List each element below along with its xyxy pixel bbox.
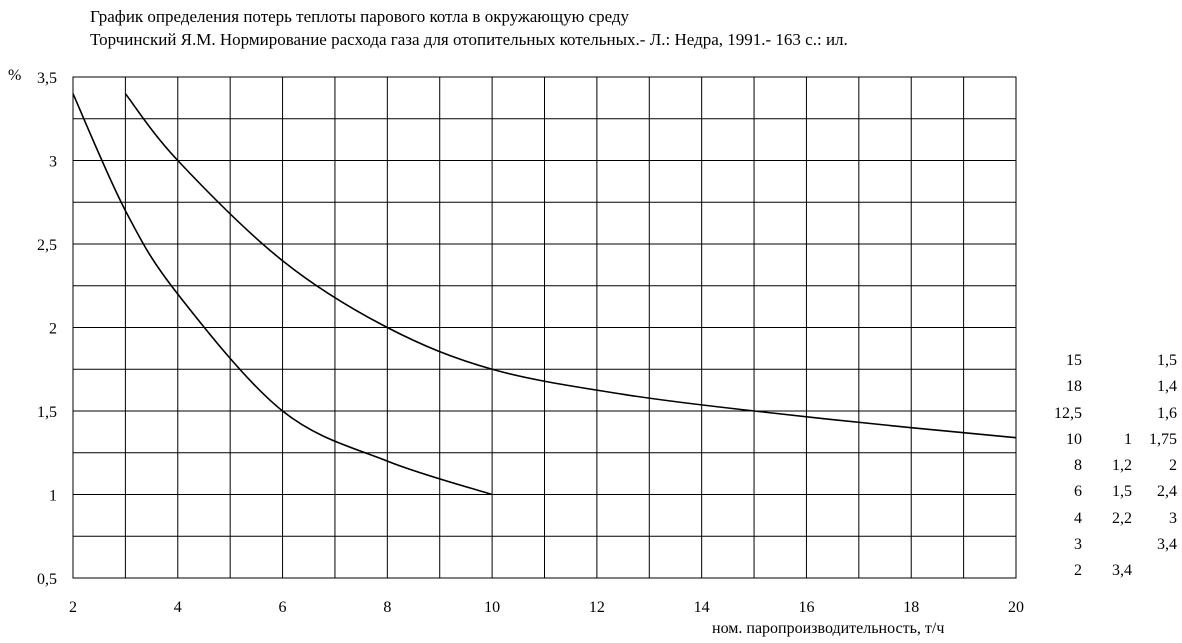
side-table-cell: 1: [1124, 430, 1132, 448]
side-table-row: 18 1,4: [1030, 378, 1180, 404]
side-table-cell: 2: [1074, 562, 1082, 580]
series-line-1: [72, 93, 493, 496]
grid-lines: [72, 76, 1017, 579]
x-tick-label: 16: [798, 599, 814, 616]
side-table-cell: 1,75: [1149, 430, 1177, 448]
side-table-cell: 1,5: [1157, 352, 1177, 369]
y-tick-label: 3,5: [37, 70, 57, 87]
x-tick-label: 14: [694, 599, 710, 616]
chart-title: График определения потерь теплоты парово…: [90, 7, 630, 26]
y-tick-labels: 0,5 1 1,5 2 2,5 3 3,5: [37, 70, 57, 588]
x-tick-label: 20: [1008, 599, 1024, 616]
side-table-cell: 3,4: [1112, 562, 1132, 580]
x-tick-label: 8: [383, 599, 391, 616]
y-tick-label: 2,5: [37, 237, 57, 254]
x-tick-label: 12: [589, 599, 605, 616]
side-table-cell: 4: [1074, 509, 1082, 527]
side-table-row: 3 3,4: [1030, 536, 1180, 562]
side-table-row: 2 3,4: [1030, 562, 1180, 588]
series-lines: [72, 93, 1017, 496]
side-table-cell: 1,6: [1157, 404, 1177, 422]
side-table-cell: 1,4: [1157, 378, 1177, 396]
side-table-cell: 1,2: [1112, 457, 1132, 475]
side-table-cell: 3,4: [1157, 536, 1177, 554]
x-axis-label: ном. паропроизводительность, т/ч: [712, 620, 944, 637]
side-table-cell: 3: [1074, 536, 1082, 554]
side-table-cell: 10: [1066, 430, 1082, 448]
side-table-cell: 2,2: [1112, 509, 1132, 527]
x-tick-labels: 2 4 6 8 10 12 14 16 18 20: [69, 599, 1024, 616]
side-table-row: 12,5 1,6: [1030, 405, 1180, 431]
side-table-cell: 15: [1066, 352, 1082, 369]
x-tick-label: 18: [903, 599, 919, 616]
y-tick-label: 1: [49, 488, 57, 505]
side-table-row: 10 1 1,75: [1030, 431, 1180, 457]
side-data-table: 15 1,5 18 1,4 12,5 1,6 10 1 1,75 8 1,2 2 6 1,5 2,4 4 2,2…: [1030, 352, 1180, 589]
y-axis-label: %: [8, 67, 21, 84]
side-table-cell: 3: [1169, 509, 1177, 527]
x-tick-label: 4: [174, 599, 182, 616]
side-table-row: 8 1,2 2: [1030, 457, 1180, 483]
side-table-row: 4 2,2 3: [1030, 510, 1180, 536]
series-line-2: [124, 93, 1017, 439]
y-tick-label: 3: [49, 154, 57, 171]
side-table-row: 6 1,5 2,4: [1030, 483, 1180, 509]
side-table-cell: 12,5: [1054, 404, 1082, 422]
side-table-cell: 18: [1066, 378, 1082, 396]
side-table-cell: 8: [1074, 457, 1082, 475]
plot-frame: [72, 76, 1017, 579]
y-tick-label: 2: [49, 321, 57, 338]
x-tick-label: 6: [279, 599, 287, 616]
y-tick-label: 1,5: [37, 404, 57, 421]
x-tick-label: 10: [484, 599, 500, 616]
y-tick-label: 0,5: [37, 571, 57, 588]
side-table-cell: 2,4: [1157, 483, 1177, 501]
side-table-row: 15 1,5: [1030, 352, 1180, 378]
side-table-cell: 1,5: [1112, 483, 1132, 501]
side-table-cell: 2: [1169, 457, 1177, 475]
x-tick-label: 2: [69, 599, 77, 616]
side-table-cell: 6: [1074, 483, 1082, 501]
chart-subtitle: Торчинский Я.М. Нормирование расхода газ…: [90, 30, 848, 49]
